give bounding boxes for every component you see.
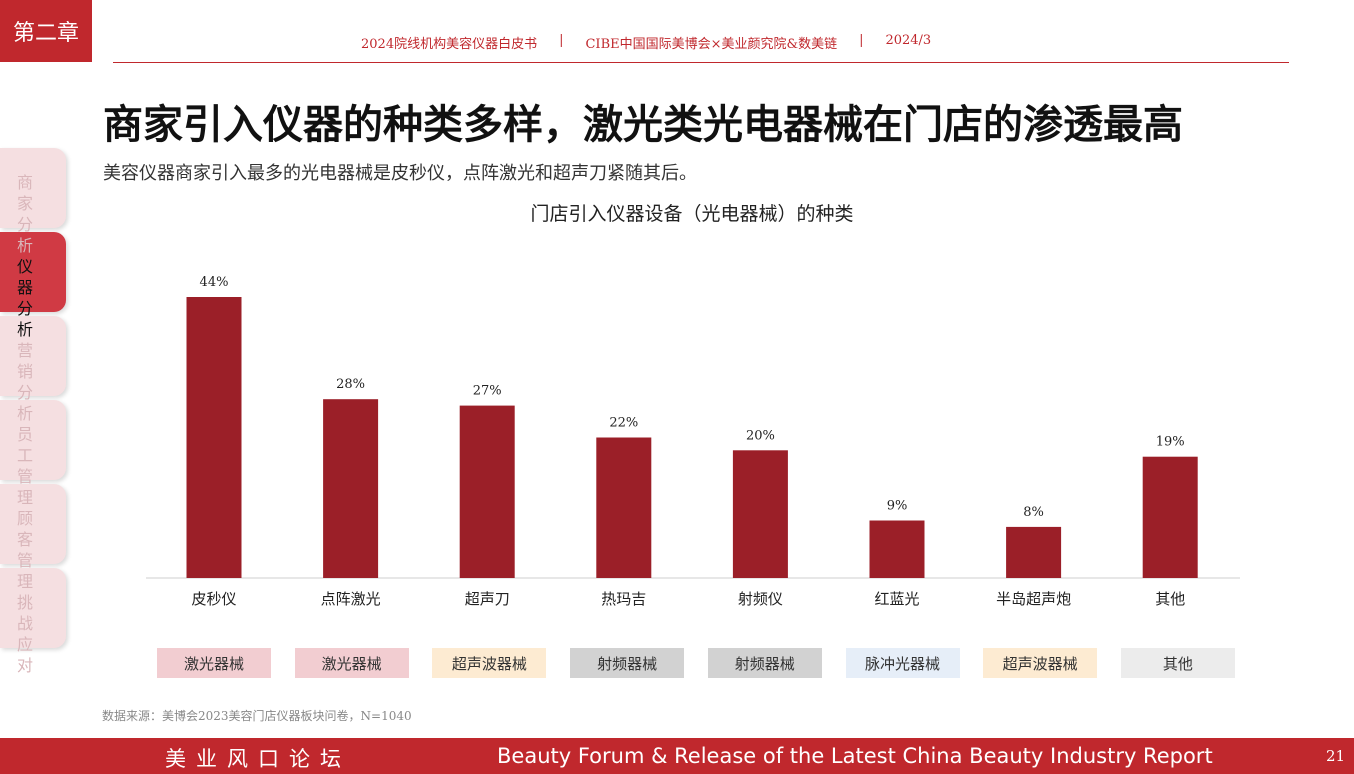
sidebar-tab-label: 营销分析 bbox=[16, 341, 33, 423]
category-label: 热玛吉 bbox=[601, 590, 646, 608]
bar bbox=[1142, 456, 1198, 578]
sidebar-tab-label: 挑战应对 bbox=[16, 593, 33, 675]
data-label: 20% bbox=[746, 428, 775, 443]
page-number: 21 bbox=[1326, 747, 1346, 765]
category-label: 红蓝光 bbox=[874, 590, 919, 608]
header-items: 2024院线机构美容仪器白皮书 | CIBE中国国际美博会×美业颜究院&数美链 … bbox=[361, 33, 931, 52]
page-subtitle: 美容仪器商家引入最多的光电器械是皮秒仪，点阵激光和超声刀紧随其后。 bbox=[103, 163, 697, 184]
bar-chart: 44% 皮秒仪 28% 点阵激光 27% 超声刀 22% 热玛吉 20% 射频仪 9% 红蓝光 8% 半岛… bbox=[146, 275, 1240, 608]
device-type-tag: 超声波器械 bbox=[983, 648, 1098, 678]
sidebar-tab-label: 商家分析 bbox=[16, 173, 33, 255]
chart-title: 门店引入仪器设备（光电器械）的种类 bbox=[530, 203, 854, 225]
bar bbox=[323, 399, 379, 578]
category-label: 点阵激光 bbox=[321, 590, 381, 608]
bar bbox=[459, 405, 515, 578]
sidebar-tab[interactable] bbox=[0, 148, 66, 228]
category-label: 半岛超声炮 bbox=[996, 590, 1071, 608]
sidebar-tab[interactable] bbox=[0, 400, 66, 480]
data-label: 8% bbox=[1023, 505, 1044, 520]
page-title: 商家引入仪器的种类多样，激光类光电器械在门店的渗透最高 bbox=[103, 101, 1183, 148]
data-source: 数据来源：美博会2023美容门店仪器板块问卷，N=1040 bbox=[102, 709, 412, 723]
device-type-tag: 射频器械 bbox=[570, 648, 685, 678]
footer-forum-name: 美业风口论坛 bbox=[165, 747, 351, 771]
category-label: 皮秒仪 bbox=[191, 590, 236, 608]
category-label: 超声刀 bbox=[465, 590, 510, 608]
device-type-tag: 超声波器械 bbox=[432, 648, 547, 678]
header-organizers: CIBE中国国际美博会×美业颜究院&数美链 bbox=[585, 37, 838, 52]
sidebar-tab-label: 顾客管理 bbox=[16, 509, 33, 591]
header-separator: | bbox=[859, 33, 864, 48]
footer-english-title: Beauty Forum & Release of the Latest Chi… bbox=[497, 744, 1213, 768]
footer: 美业风口论坛 Beauty Forum & Release of the Lat… bbox=[0, 738, 1354, 774]
bar bbox=[1006, 526, 1062, 578]
data-label: 9% bbox=[887, 499, 908, 514]
header: 2024院线机构美容仪器白皮书 | CIBE中国国际美博会×美业颜究院&数美链 … bbox=[113, 30, 1289, 63]
device-type-tag: 脉冲光器械 bbox=[845, 648, 960, 678]
bar bbox=[869, 520, 925, 578]
header-report-title: 2024院线机构美容仪器白皮书 bbox=[361, 37, 538, 52]
sidebar-tab-label: 员工管理 bbox=[16, 425, 33, 507]
category-label: 射频仪 bbox=[738, 590, 783, 608]
sidebar-tab[interactable] bbox=[0, 484, 66, 564]
sidebar-tab[interactable] bbox=[0, 232, 66, 312]
bar bbox=[186, 297, 242, 578]
data-label: 19% bbox=[1156, 435, 1185, 450]
category-label: 其他 bbox=[1155, 590, 1185, 608]
sidebar-tab[interactable] bbox=[0, 568, 66, 648]
bar bbox=[596, 437, 652, 578]
sidebar-tab[interactable] bbox=[0, 316, 66, 396]
header-separator: | bbox=[559, 33, 564, 48]
data-label: 27% bbox=[473, 384, 502, 399]
header-date: 2024/3 bbox=[885, 33, 932, 48]
data-label: 28% bbox=[336, 377, 365, 392]
sidebar-tab-label: 仪器分析 bbox=[16, 257, 33, 339]
device-type-tag: 射频器械 bbox=[707, 648, 822, 678]
device-type-tag: 其他 bbox=[1120, 648, 1235, 678]
data-label: 22% bbox=[609, 416, 638, 431]
data-label: 44% bbox=[200, 275, 229, 290]
device-type-tag: 激光器械 bbox=[157, 648, 271, 678]
device-type-tag: 激光器械 bbox=[294, 648, 409, 678]
bar bbox=[732, 450, 788, 578]
chapter-badge: 第二章 bbox=[0, 0, 92, 62]
